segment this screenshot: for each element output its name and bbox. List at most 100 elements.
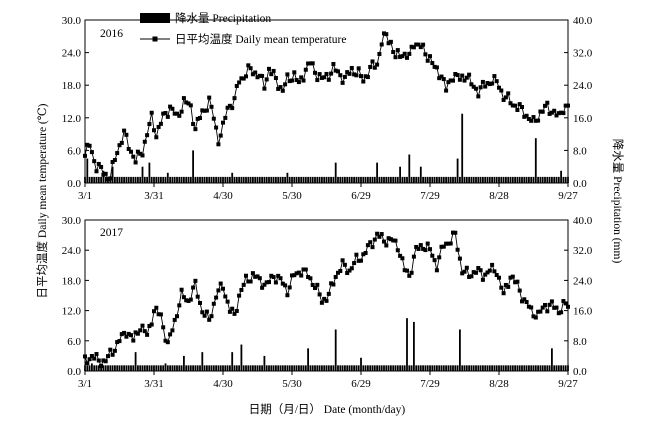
precip-bar (114, 176, 116, 183)
precip-bar (447, 176, 450, 183)
temperature-point (188, 297, 193, 302)
temperature-point (331, 282, 336, 287)
precip-bar (392, 176, 395, 183)
temperature-point (202, 313, 207, 318)
precip-bar (463, 365, 466, 371)
precip-bar (544, 365, 546, 371)
precip-bar (93, 365, 96, 371)
temperature-point (191, 285, 196, 290)
precip-bar (233, 365, 236, 371)
temperature-point (370, 59, 375, 64)
temperature-point (549, 110, 554, 115)
temperature-point (326, 77, 331, 82)
y-left-tick-label: 12.0 (62, 113, 82, 125)
precip-bar (413, 176, 415, 183)
temperature-point (89, 354, 94, 358)
precip-bar (166, 365, 169, 371)
temperature-point (273, 76, 278, 81)
temperature-point (400, 54, 405, 59)
temperature-point (280, 88, 285, 93)
precip-bar (109, 365, 112, 371)
precip-bar (261, 365, 263, 371)
temperature-point (425, 58, 430, 63)
temperature-point (437, 76, 442, 81)
temperature-point (149, 322, 154, 327)
precip-bar (348, 365, 351, 371)
precip-bar (160, 365, 162, 371)
precip-bar (330, 176, 332, 183)
precip-bar (293, 176, 296, 183)
precip-bar (111, 365, 114, 371)
temperature-point (163, 111, 168, 115)
precip-bar (401, 365, 404, 371)
temperature-point (239, 287, 244, 292)
precip-bar (341, 365, 344, 371)
temperature-point (513, 103, 518, 108)
temperature-point (133, 330, 138, 335)
temperature-point (138, 151, 143, 156)
precip-bar (275, 176, 277, 183)
precip-bar (210, 176, 213, 183)
precip-bar (288, 365, 291, 371)
precip-bar (505, 365, 507, 371)
temperature-point (483, 272, 488, 277)
precip-bar (302, 176, 305, 183)
temperature-point (241, 76, 246, 81)
precip-bar (185, 176, 188, 183)
precip-bar (539, 365, 542, 371)
temperature-point (303, 267, 308, 272)
precip-bar (557, 176, 560, 183)
precip-bar (436, 176, 438, 183)
temperature-point (359, 74, 363, 79)
temperature-point (508, 275, 513, 280)
temperature-point (421, 246, 426, 251)
precip-bar (162, 176, 165, 183)
precip-bar (311, 365, 314, 371)
temperature-point (170, 106, 175, 111)
precip-bar (367, 176, 369, 183)
temperature-point (165, 114, 170, 119)
temperature-point (356, 66, 361, 71)
temperature-point (154, 305, 159, 310)
temperature-point (142, 329, 147, 334)
precip-bar (380, 365, 383, 371)
precip-bar (371, 365, 374, 371)
temperature-point (308, 61, 313, 66)
precip-bar (433, 176, 436, 183)
precip-bar (456, 158, 459, 183)
temperature-point (382, 31, 386, 36)
temperature-point (145, 332, 150, 337)
precip-bar (564, 365, 567, 371)
precip-bar (102, 170, 105, 183)
precip-bar (422, 176, 424, 183)
precip-bar (97, 365, 100, 371)
temperature-point (552, 108, 557, 113)
temperature-point (547, 302, 552, 307)
precip-bar (422, 365, 424, 371)
precip-bar (242, 365, 245, 371)
precip-bar (178, 365, 181, 371)
precip-bar (553, 365, 556, 371)
precip-bar (465, 365, 468, 371)
temperature-point (193, 127, 198, 132)
precip-bar (304, 365, 307, 371)
precip-bar (551, 348, 553, 371)
panel-2017: 0.0 6.0 12.0 18.0 24.0 30.0 0.0 8.0 16.0 24.0 32.0… (62, 215, 593, 390)
precip-bar (169, 176, 171, 183)
temperature-point (423, 52, 428, 57)
precip-bar (212, 365, 215, 371)
temperature-point (439, 244, 444, 249)
precip-bar (534, 138, 537, 183)
panel-2017-temp-series (83, 230, 570, 369)
precip-bar (454, 176, 457, 183)
temperature-point (499, 285, 504, 290)
precip-bar (258, 365, 261, 371)
precip-bar (309, 365, 312, 371)
temperature-point (448, 78, 453, 83)
precip-bar (95, 176, 98, 183)
temperature-point (439, 74, 444, 79)
temperature-point (425, 241, 430, 246)
x-tick-label: 4/30 (213, 190, 233, 202)
temperature-point (515, 107, 520, 112)
temperature-point (469, 82, 474, 87)
